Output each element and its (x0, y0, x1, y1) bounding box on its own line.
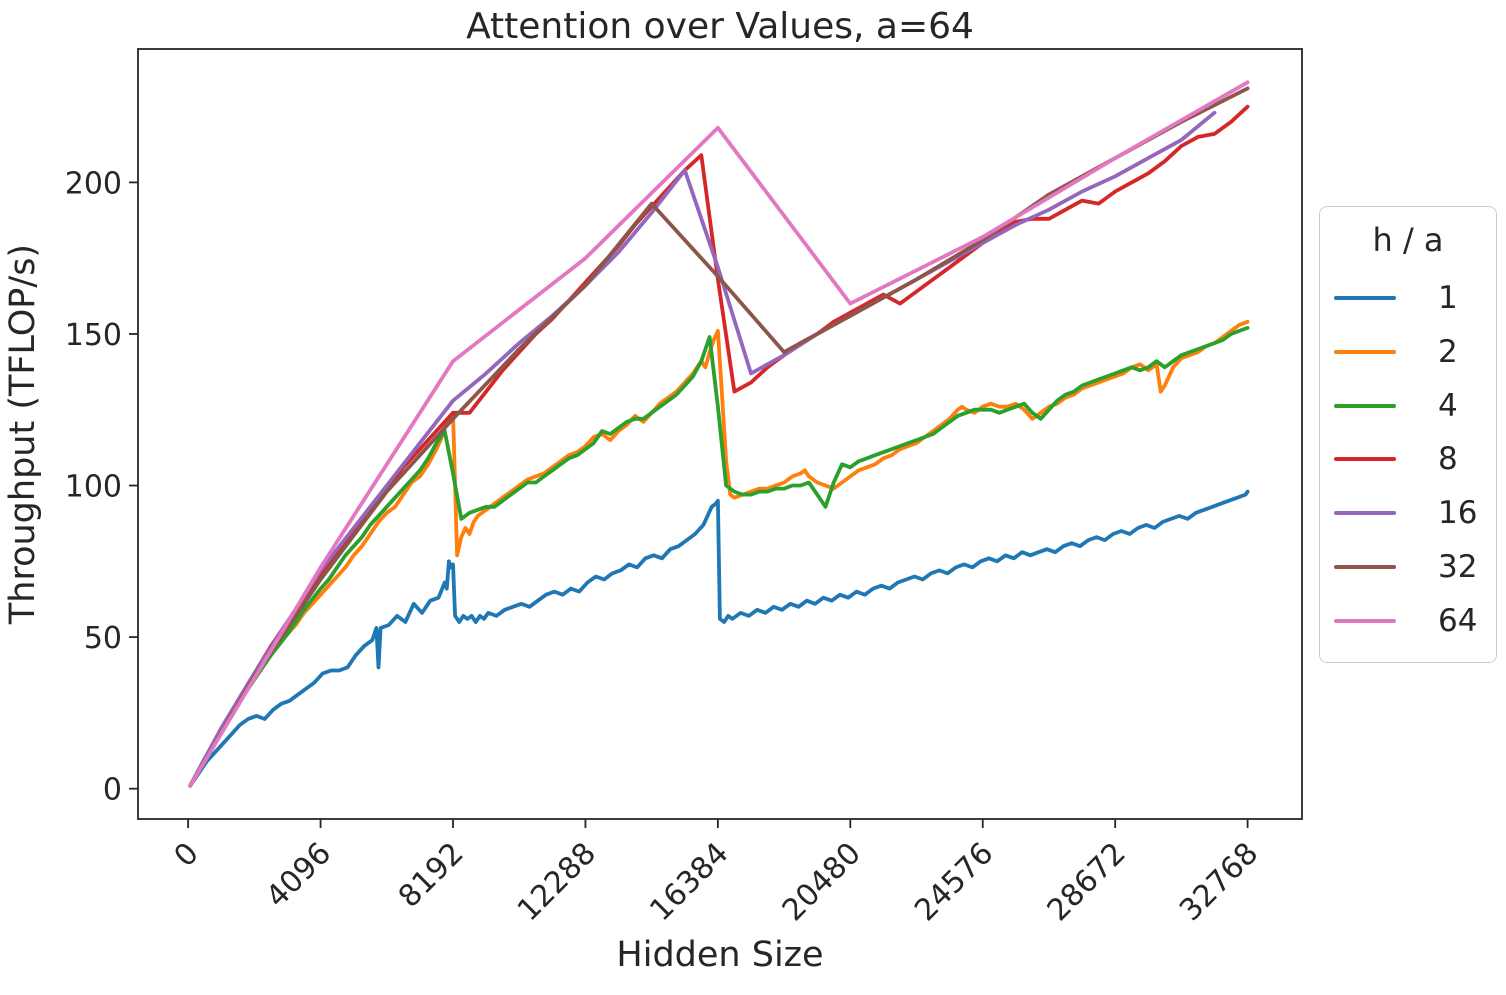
legend-line-swatch (1334, 511, 1396, 516)
legend-line-swatch (1334, 349, 1396, 354)
x-tick-label: 28672 (1041, 836, 1133, 928)
legend-title: h / a (1372, 221, 1444, 259)
legend-line-swatch (1334, 618, 1396, 623)
series-line-32 (188, 86, 1250, 788)
legend-entry-32: 32 (1320, 547, 1496, 587)
legend-line-swatch (1334, 565, 1396, 570)
x-tick-label: 24576 (908, 836, 1000, 928)
y-tick-label: 0 (103, 773, 122, 808)
series-line-16 (188, 110, 1217, 788)
legend-entry-64: 64 (1320, 601, 1496, 641)
legend-entry-label: 32 (1438, 549, 1478, 586)
y-axis-label: Throughput (TFLOP/s) (3, 244, 43, 625)
y-tick-label: 50 (84, 621, 122, 656)
legend-entry-label: 16 (1438, 495, 1478, 532)
series-line-1 (188, 489, 1250, 788)
chart-title: Attention over Values, a=64 (466, 6, 974, 47)
legend-line-swatch (1334, 295, 1396, 300)
x-tick-label: 16384 (643, 836, 735, 928)
legend-entry-label: 8 (1438, 441, 1458, 478)
legend-entry-16: 16 (1320, 493, 1496, 533)
series-line-4 (188, 325, 1250, 788)
legend-entry-label: 2 (1438, 333, 1458, 370)
legend-rows: 1 2 4 8 16 32 64 (1320, 267, 1496, 662)
legend-entry-label: 1 (1438, 279, 1458, 316)
x-tick-label: 4096 (259, 836, 338, 915)
legend-entry-1: 1 (1320, 278, 1496, 318)
legend-entry-label: 4 (1438, 387, 1458, 424)
y-tick-label: 100 (65, 470, 122, 505)
axis-ticks: 0 4096 8192 12288 16384 20480 24576 28672 32768 0… (65, 166, 1266, 928)
legend-line-swatch (1334, 457, 1396, 462)
x-tick-label: 12288 (511, 836, 603, 928)
legend-entry-4: 4 (1320, 386, 1496, 426)
x-tick-label: 0 (168, 836, 206, 874)
data-series (188, 80, 1250, 788)
x-tick-label: 20480 (776, 836, 868, 928)
x-tick-label: 8192 (392, 836, 471, 915)
y-tick-label: 200 (65, 166, 122, 201)
axes-spines (137, 48, 1303, 820)
legend: h / a 1 2 4 8 16 32 64 (1319, 206, 1497, 663)
series-line-8 (188, 104, 1250, 788)
legend-entry-2: 2 (1320, 332, 1496, 372)
legend-entry-label: 64 (1438, 602, 1478, 639)
series-line-64 (188, 80, 1250, 788)
legend-line-swatch (1334, 403, 1396, 408)
series-line-2 (188, 319, 1250, 788)
x-axis-label: Hidden Size (616, 935, 823, 975)
y-tick-label: 150 (65, 318, 122, 353)
x-tick-label: 32768 (1173, 836, 1265, 928)
legend-entry-8: 8 (1320, 439, 1496, 479)
